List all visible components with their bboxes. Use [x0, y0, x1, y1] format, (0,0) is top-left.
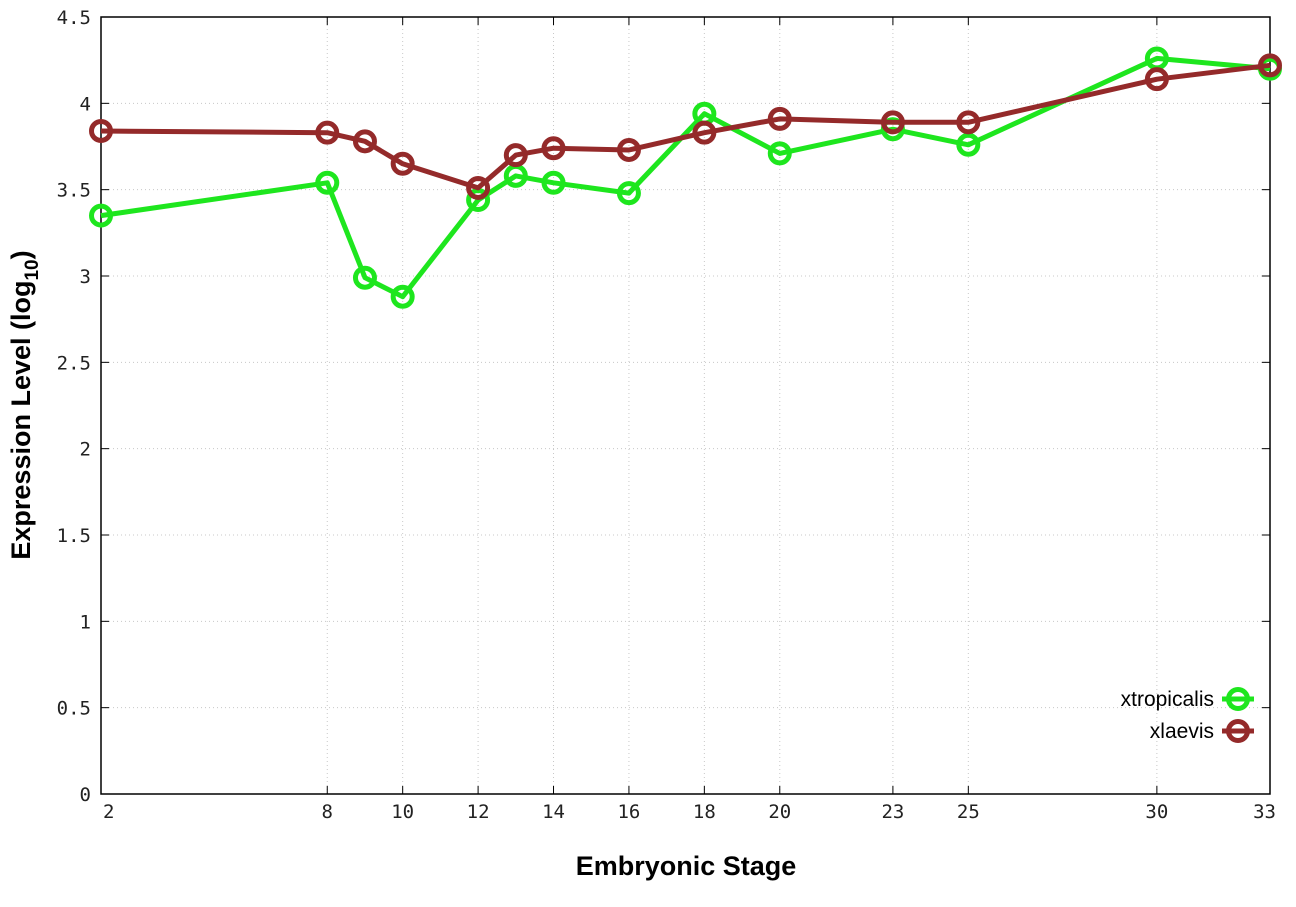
x-tick-label: 16	[617, 801, 640, 823]
data-point-xlaevis	[1258, 53, 1282, 78]
data-point-xlaevis	[616, 137, 641, 162]
y-tick-label: 2	[80, 439, 91, 461]
y-tick-label: 0	[80, 784, 91, 806]
legend-label-xtropicalis: xtropicalis	[1121, 688, 1214, 711]
y-tick-label: 0.5	[57, 698, 91, 720]
y-tick-label: 3	[80, 266, 91, 288]
data-point-xlaevis	[352, 129, 377, 154]
x-tick-label: 33	[1253, 801, 1276, 823]
data-point-xtropicalis	[315, 170, 340, 195]
data-point-xlaevis	[503, 143, 528, 168]
series-layer	[89, 46, 1282, 309]
legend: xtropicalis xlaevis	[1121, 687, 1254, 743]
data-point-xlaevis	[89, 118, 113, 143]
y-axis-title-subscript: 10	[22, 259, 43, 280]
x-axis-title: Embryonic Stage	[576, 851, 797, 881]
grid-lines	[101, 17, 1270, 794]
x-tick-label: 8	[322, 801, 333, 823]
x-tick-label: 12	[467, 801, 490, 823]
data-point-xlaevis	[956, 110, 981, 135]
data-point-xtropicalis	[767, 141, 792, 166]
data-point-xlaevis	[541, 136, 566, 161]
data-point-xlaevis	[767, 106, 792, 131]
data-point-xtropicalis	[616, 181, 641, 206]
x-tick-label: 18	[693, 801, 716, 823]
data-point-xtropicalis	[390, 284, 415, 309]
data-point-xtropicalis	[956, 132, 981, 157]
x-tick-label: 2	[103, 801, 114, 823]
data-point-xlaevis	[880, 110, 905, 135]
x-tick-label: 23	[881, 801, 904, 823]
legend-marker-xlaevis	[1226, 719, 1250, 743]
y-tick-label: 2.5	[57, 352, 91, 374]
y-tick-label: 4	[80, 93, 91, 115]
y-tick-label: 1	[80, 611, 91, 633]
axis-ticks: 0 0.5 1 1.5 2 2.5 3 3.5 4 4.5 2 8 10 12 14 16 18 20 23 25 30…	[57, 7, 1276, 823]
data-point-xtropicalis	[466, 188, 491, 213]
y-axis-title-close: )	[6, 250, 36, 259]
data-point-xtropicalis	[89, 203, 113, 228]
data-point-xtropicalis	[352, 265, 377, 290]
x-tick-label: 20	[768, 801, 791, 823]
x-tick-label: 30	[1145, 801, 1168, 823]
y-axis-title: Expression Level (log10)	[6, 250, 43, 559]
data-point-xlaevis	[1144, 67, 1169, 92]
plot-frame	[100, 16, 1271, 795]
data-point-xlaevis	[390, 151, 415, 176]
y-tick-label: 1.5	[57, 525, 91, 547]
data-point-xtropicalis	[541, 170, 566, 195]
x-tick-label: 14	[542, 801, 565, 823]
x-tick-label: 10	[391, 801, 414, 823]
x-tick-label: 25	[957, 801, 980, 823]
y-tick-label: 4.5	[57, 7, 91, 29]
data-point-xlaevis	[315, 120, 340, 145]
data-point-xlaevis	[692, 120, 717, 145]
legend-marker-xtropicalis	[1226, 687, 1250, 711]
series-line-xlaevis	[100, 62, 1271, 191]
data-point-xlaevis	[466, 175, 491, 200]
legend-label-xlaevis: xlaevis	[1150, 720, 1214, 743]
y-tick-label: 3.5	[57, 180, 91, 202]
y-axis-title-main: Expression Level (log	[6, 281, 36, 560]
